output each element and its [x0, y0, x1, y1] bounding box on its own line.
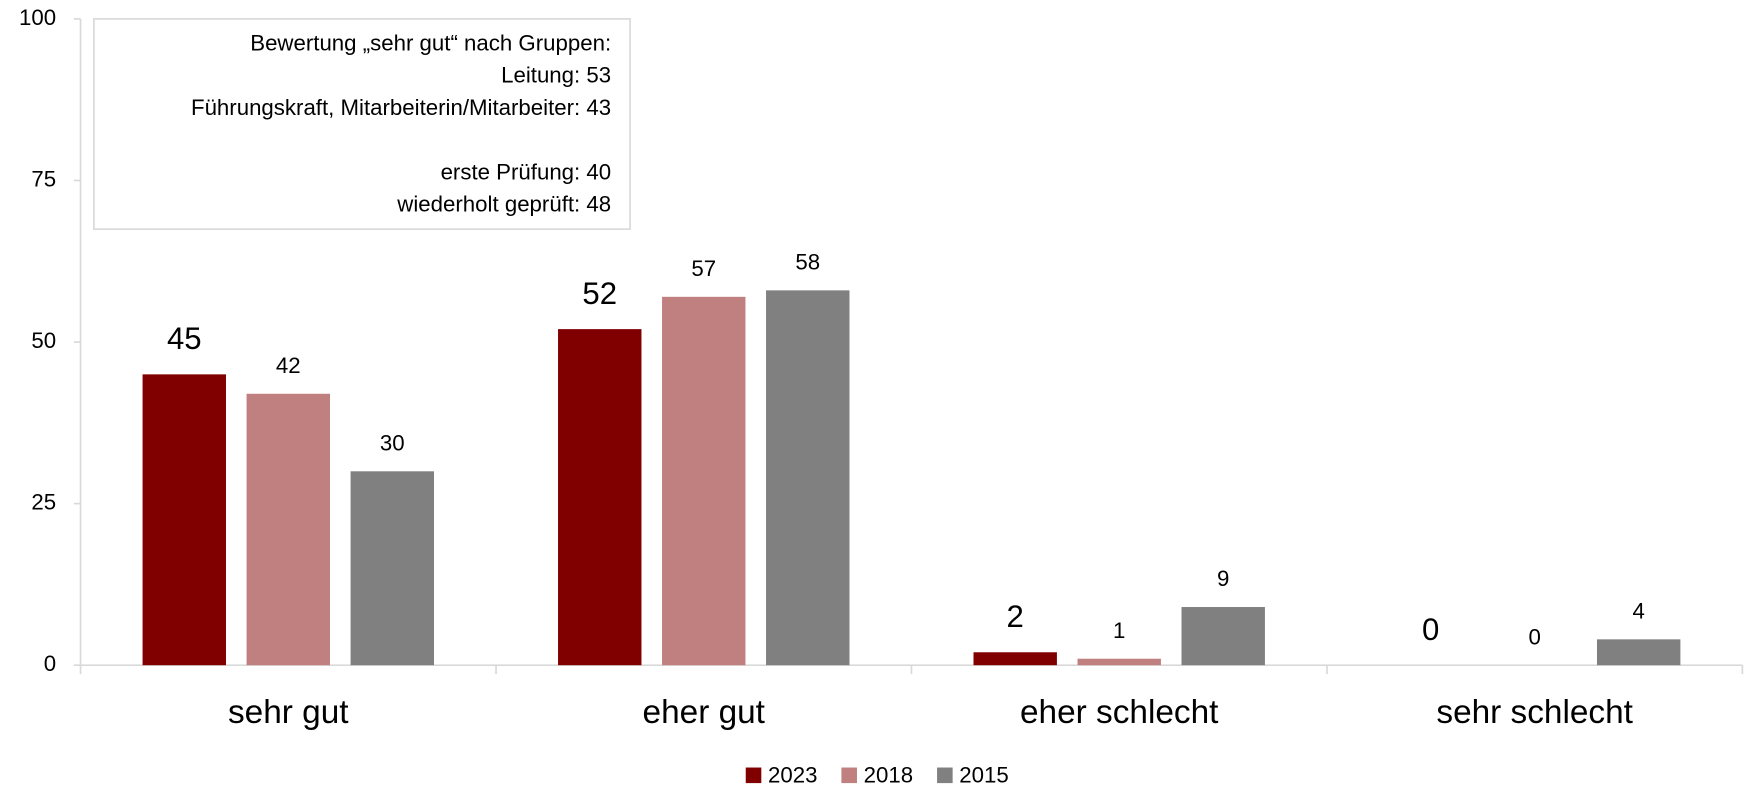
data-label: 0 — [1422, 612, 1439, 647]
data-label: 58 — [795, 250, 820, 275]
annotation-text: Bewertung „sehr gut“ nach Gruppen: — [250, 30, 611, 55]
bar — [973, 652, 1057, 666]
bar — [246, 393, 330, 666]
annotation-text: erste Prüfung: 40 — [441, 159, 612, 184]
data-label: 9 — [1217, 566, 1229, 591]
x-tick-label: eher schlecht — [1020, 694, 1219, 731]
annotation-text: Leitung: 53 — [501, 63, 611, 88]
bar — [662, 296, 746, 666]
y-tick-label: 100 — [19, 5, 56, 30]
legend-swatch — [937, 767, 953, 784]
legend-swatch — [841, 767, 857, 784]
bar — [1077, 658, 1161, 666]
bar — [558, 329, 642, 666]
data-label: 42 — [276, 353, 301, 378]
data-label: 57 — [691, 256, 716, 281]
data-label: 52 — [582, 276, 617, 311]
data-label: 30 — [380, 430, 405, 455]
x-tick-label: sehr gut — [228, 694, 349, 731]
bar — [1596, 639, 1681, 666]
legend-label: 2023 — [768, 762, 817, 787]
data-label: 0 — [1528, 624, 1540, 649]
y-tick-label: 25 — [31, 489, 56, 514]
x-tick-label: eher gut — [643, 694, 766, 731]
annotation-box — [93, 18, 631, 230]
y-tick-label: 50 — [31, 328, 56, 353]
x-tick-label: sehr schlecht — [1436, 694, 1633, 731]
data-label: 45 — [167, 321, 202, 356]
data-label: 4 — [1633, 599, 1645, 624]
bar — [1181, 607, 1265, 666]
data-label: 1 — [1113, 618, 1125, 643]
y-tick-label: 75 — [31, 166, 56, 191]
legend-label: 2015 — [959, 762, 1008, 787]
legend-label: 2018 — [864, 762, 913, 787]
y-tick-label: 0 — [44, 651, 56, 676]
annotation-text: Führungskraft, Mitarbeiterin/Mitarbeiter… — [191, 95, 611, 120]
data-label: 2 — [1007, 599, 1024, 634]
annotation-text: wiederholt geprüft: 48 — [396, 192, 611, 217]
legend-swatch — [745, 767, 762, 784]
bar — [766, 290, 850, 666]
bar — [142, 374, 226, 666]
bar — [350, 471, 435, 666]
